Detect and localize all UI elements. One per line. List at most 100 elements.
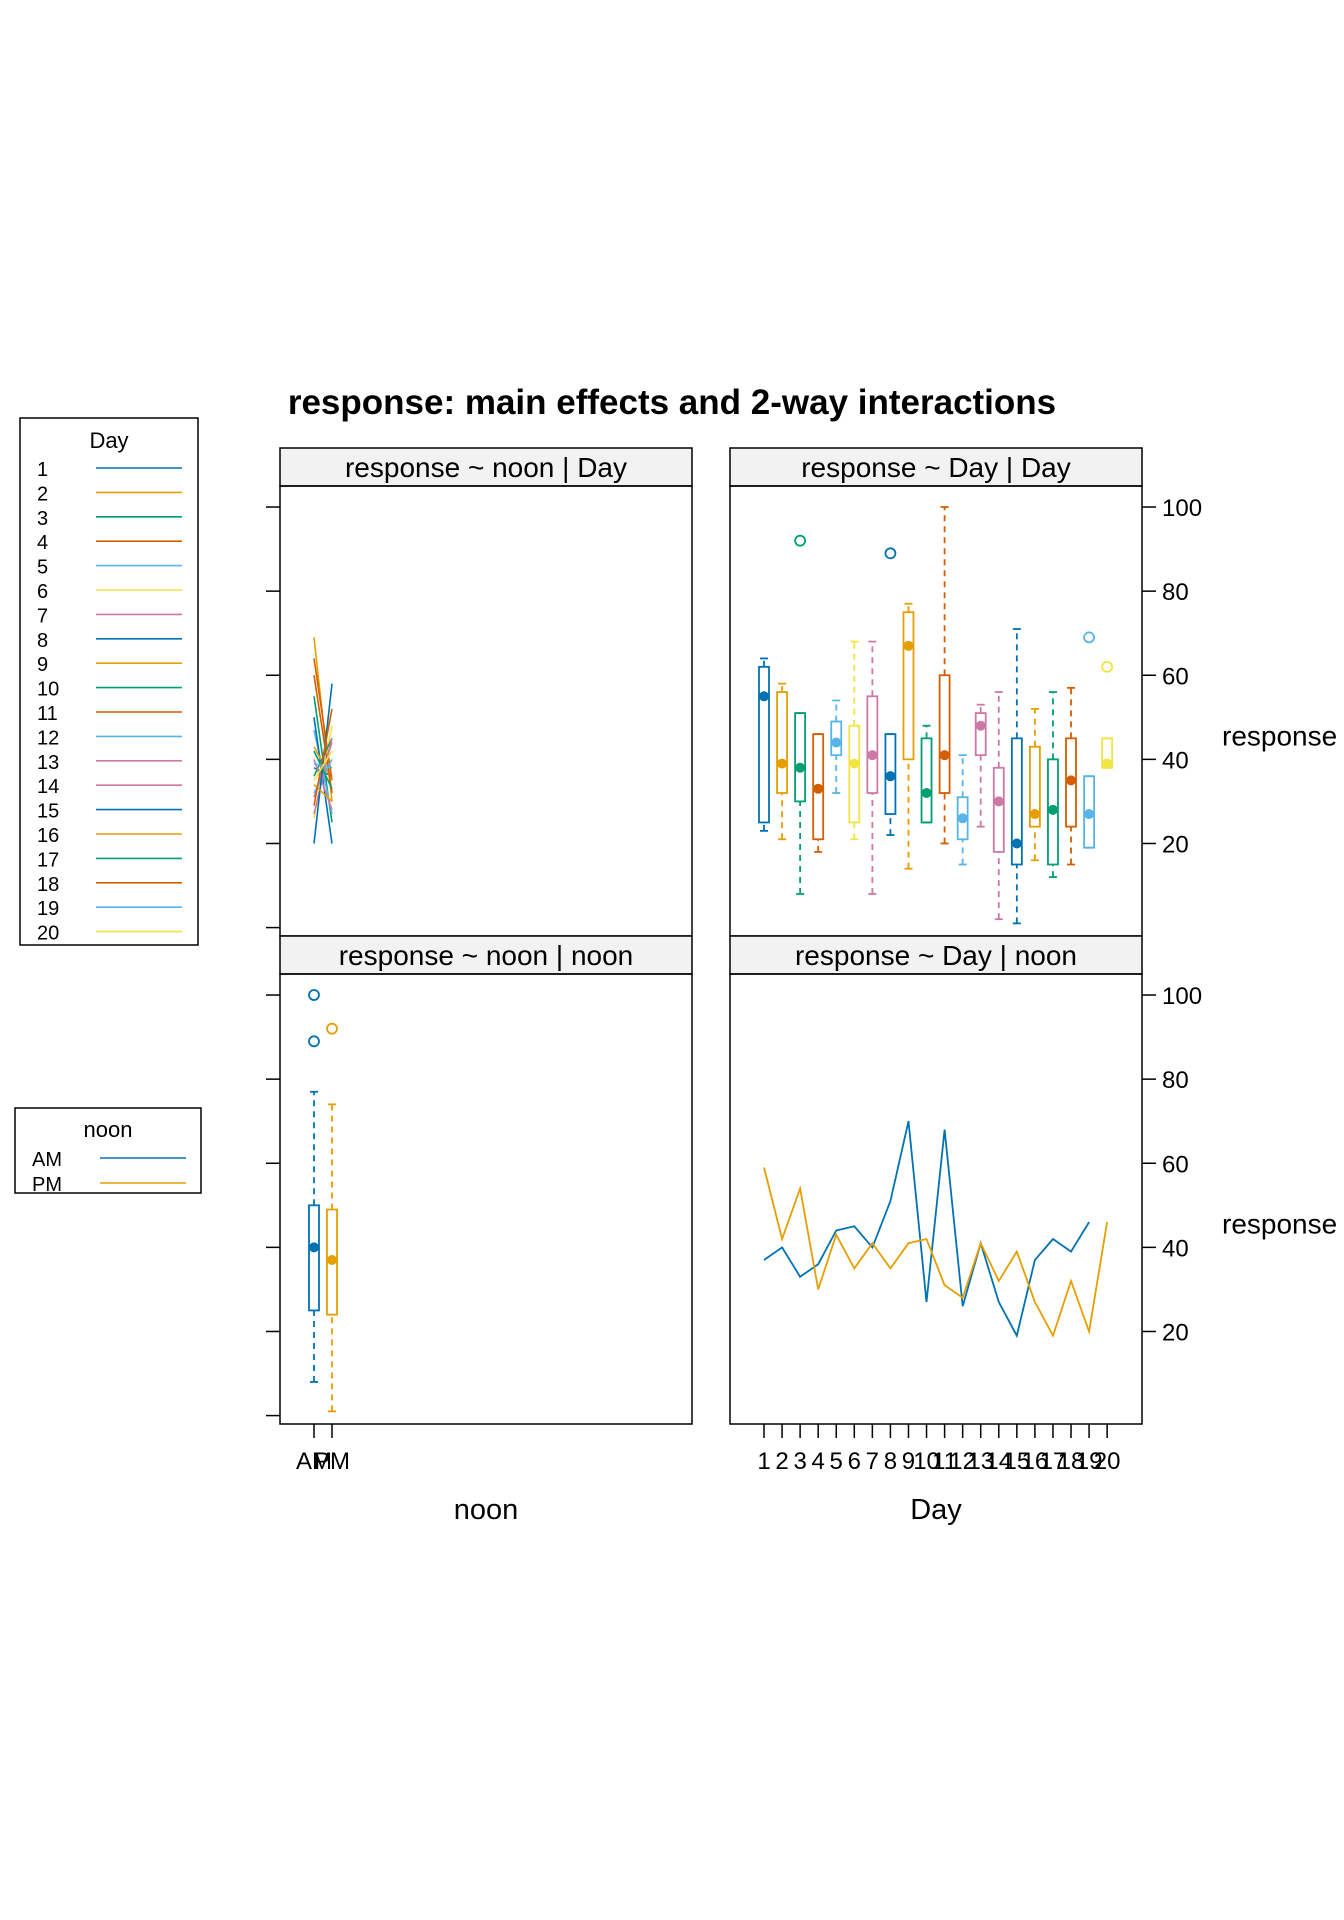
box-outlier [794, 534, 807, 547]
legend-day-label: 18 [37, 874, 59, 896]
panel-noon-boxplots [308, 989, 338, 1413]
x-tick-label-day: 13 [967, 1448, 994, 1475]
x-tick-label-day: 16 [1022, 1448, 1049, 1475]
panel-strip-label: response ~ Day | noon [795, 940, 1077, 971]
y-tick-label: 20 [1162, 831, 1189, 858]
box-median [777, 758, 788, 769]
y-tick-label: 20 [1162, 1319, 1189, 1346]
box-median [1084, 809, 1095, 820]
x-tick-label-day: 15 [1003, 1448, 1030, 1475]
y-tick-label: 100 [1162, 983, 1202, 1010]
box-body [812, 733, 825, 841]
legend-day-label: 7 [37, 605, 48, 627]
legend-day-label: 12 [37, 727, 59, 749]
panel-strip [729, 935, 1143, 975]
box-median [921, 788, 932, 799]
box-body [758, 665, 770, 824]
panel-frame [279, 485, 693, 937]
legend-day-label: 11 [37, 703, 58, 725]
box-outlier [1101, 660, 1114, 673]
legend-day-label: 16 [37, 825, 59, 847]
box-outlier [326, 1022, 338, 1035]
x-tick-label-day: 9 [902, 1448, 915, 1475]
legend-day-label: 10 [37, 679, 59, 701]
legends: Day1234567891011121314151617181920noonAM… [14, 417, 202, 1196]
box-body [1083, 775, 1095, 849]
panel-strip [729, 447, 1143, 487]
box-median [1029, 809, 1040, 820]
box-median [831, 737, 842, 748]
legend-day-label: 8 [37, 630, 48, 652]
box-outlier [308, 989, 320, 1001]
panel-frame [729, 485, 1143, 937]
day-series-line [313, 750, 333, 790]
y-tick-label: 40 [1162, 747, 1189, 774]
legend-noon-box [14, 1107, 202, 1194]
box-median [1011, 838, 1022, 849]
legend-day-label: 13 [37, 752, 59, 774]
y-tick-label: 80 [1162, 1067, 1189, 1094]
axes: 20 40 60 80 100 response 20 40 60 80 100 response AM… [266, 495, 1337, 1526]
day-series-line [313, 683, 333, 844]
noon-series-line [763, 1121, 1090, 1339]
box-median [849, 758, 860, 769]
panel-strip [279, 935, 693, 975]
box-median [885, 771, 896, 782]
y-tick-label: 60 [1162, 1151, 1189, 1178]
legend-day-label: 14 [37, 776, 59, 798]
box-body [1065, 737, 1077, 828]
legend-day-box [19, 417, 199, 946]
panel-frame [729, 973, 1143, 1425]
x-tick-label-day: 5 [830, 1448, 843, 1475]
box-body [776, 691, 788, 794]
y-tick-label: 60 [1162, 663, 1189, 690]
box-body [974, 712, 987, 757]
legend-day-label: 19 [37, 898, 59, 920]
box-median [327, 1254, 337, 1265]
box-body [848, 724, 861, 824]
box-body [794, 712, 807, 803]
panel-strip-label: response ~ noon | Day [345, 452, 627, 483]
box-body [920, 737, 933, 824]
panel-day-boxplots [758, 506, 1114, 925]
box-body [1010, 737, 1023, 866]
y-tick-label: 80 [1162, 579, 1189, 606]
box-median [975, 720, 986, 731]
box-median [993, 796, 1004, 807]
x-tick-label-noon: PM [314, 1448, 350, 1475]
box-body [866, 695, 879, 794]
box-median [1047, 804, 1058, 815]
legend-day-label: 5 [37, 557, 48, 579]
box-body [884, 733, 897, 815]
box-outlier [308, 1035, 320, 1048]
x-tick-label-day: 10 [913, 1448, 940, 1475]
day-series-line [313, 675, 333, 794]
legend-noon-label: AM [32, 1149, 62, 1171]
x-tick-label-day: 6 [848, 1448, 861, 1475]
x-tick-label-day: 17 [1040, 1448, 1067, 1475]
noon-series-line [763, 1167, 1108, 1338]
legend-day-label: 15 [37, 801, 59, 823]
box-body [902, 611, 915, 761]
legend-day-label: 9 [37, 654, 48, 676]
y-axis-label: response [1222, 1208, 1337, 1239]
x-tick-label-day: 8 [884, 1448, 897, 1475]
day-series-line [313, 658, 333, 781]
x-tick-label-day: 14 [985, 1448, 1012, 1475]
x-tick-label-noon: AM [296, 1448, 332, 1475]
legend-day-label: 4 [37, 532, 48, 554]
panel-frame [279, 973, 693, 1425]
day-series-line [313, 750, 333, 781]
legend-day-label: 20 [37, 923, 59, 945]
panel-noon-by-day [313, 637, 333, 844]
panel-day-by-noon [763, 1121, 1108, 1339]
legend-day-label: 3 [37, 508, 48, 530]
chart-title: response: main effects and 2-way interac… [288, 383, 1056, 422]
box-body [992, 766, 1005, 853]
day-series-line [313, 759, 333, 811]
box-median [939, 750, 950, 761]
box-body [308, 1204, 320, 1312]
x-tick-label-day: 19 [1076, 1448, 1103, 1475]
day-series-line [313, 708, 333, 806]
box-median [903, 640, 914, 651]
